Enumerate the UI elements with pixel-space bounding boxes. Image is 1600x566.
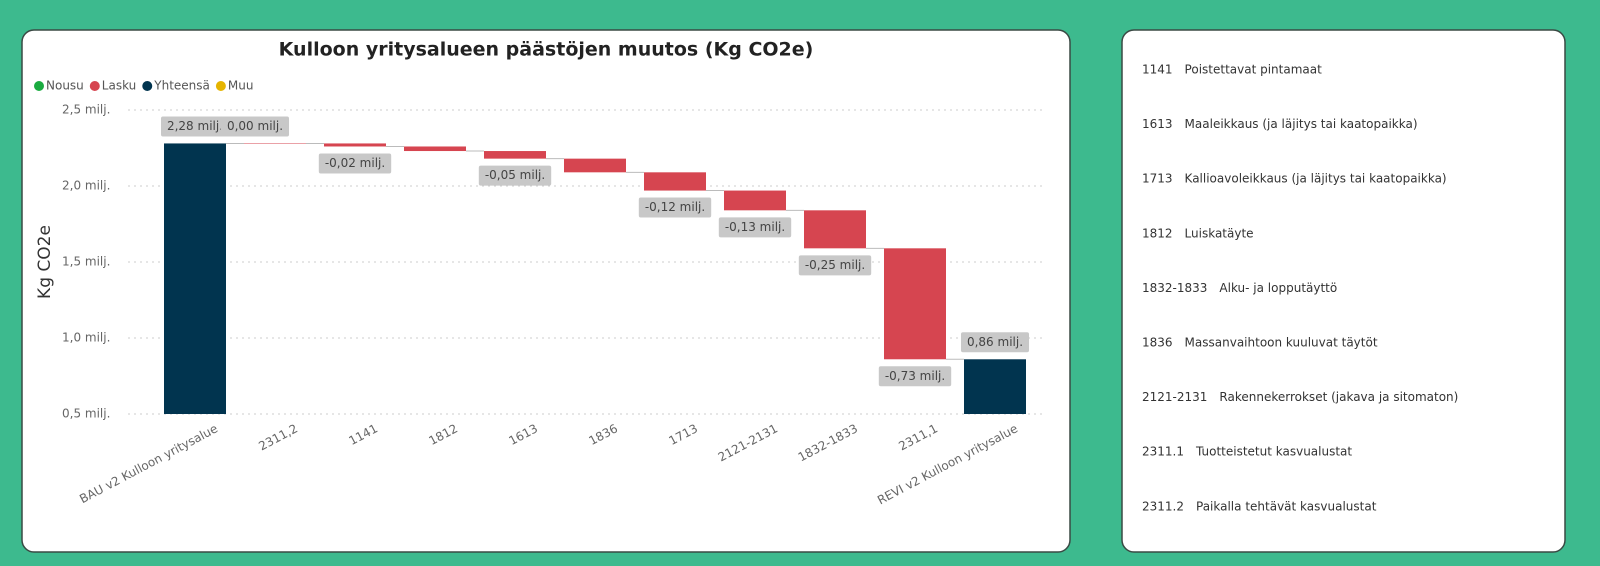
- bar: [404, 146, 466, 151]
- data-label: 2,28 milj.: [161, 116, 229, 136]
- legend-swatch: [142, 81, 152, 91]
- code-name: Paikalla tehtävät kasvualustat: [1196, 499, 1377, 513]
- data-label-text: -0,13 milj.: [725, 220, 785, 234]
- code-name: Poistettavat pintamaat: [1185, 63, 1323, 77]
- legend-swatch: [34, 81, 44, 91]
- data-label-text: 0,86 milj.: [967, 335, 1023, 349]
- code: 1613: [1142, 117, 1173, 131]
- data-label: -0,73 milj.: [879, 366, 951, 386]
- code: 1812: [1142, 226, 1173, 240]
- bar: [484, 151, 546, 159]
- y-tick-label: 1,5 milj.: [62, 255, 110, 269]
- page: Kulloon yritysalueen päästöjen muutos (K…: [0, 0, 1600, 566]
- code: 1836: [1142, 336, 1173, 350]
- code-name: Rakennekerrokset (jakava ja sitomaton): [1219, 390, 1458, 404]
- bar: [644, 172, 706, 190]
- bar: [724, 191, 786, 211]
- code: 1141: [1142, 63, 1173, 77]
- code: 2311.2: [1142, 499, 1184, 513]
- data-label-text: -0,25 milj.: [805, 258, 865, 272]
- chart-title: Kulloon yritysalueen päästöjen muutos (K…: [279, 39, 814, 61]
- data-label: 0,00 milj.: [221, 116, 289, 136]
- data-label: -0,05 milj.: [479, 166, 551, 186]
- code-name: Tuotteistetut kasvualustat: [1195, 445, 1352, 459]
- bar: [244, 143, 306, 144]
- code: 2311.1: [1142, 445, 1184, 459]
- y-tick-label: 0,5 milj.: [62, 407, 110, 421]
- y-tick-label: 1,0 milj.: [62, 331, 110, 345]
- data-label-text: -0,02 milj.: [325, 156, 385, 170]
- legend-swatch: [216, 81, 226, 91]
- legend-label: Muu: [228, 79, 254, 93]
- bar: [324, 143, 386, 146]
- legend-label: Nousu: [46, 79, 84, 93]
- y-tick-label: 2,0 milj.: [62, 179, 110, 193]
- bar: [804, 210, 866, 248]
- data-label-text: -0,73 milj.: [885, 369, 945, 383]
- code-name: Luiskatäyte: [1185, 226, 1254, 240]
- data-label-text: -0,05 milj.: [485, 168, 545, 182]
- data-label: -0,12 milj.: [639, 198, 711, 218]
- data-label-text: -0,12 milj.: [645, 200, 705, 214]
- code: 2121-2131: [1142, 390, 1207, 404]
- data-label-text: 0,00 milj.: [227, 119, 283, 133]
- code-name: Kallioavoleikkaus (ja läjitys tai kaatop…: [1185, 172, 1447, 186]
- code-name: Massanvaihtoon kuuluvat täytöt: [1185, 336, 1378, 350]
- code-name: Alku- ja lopputäyttö: [1219, 281, 1337, 295]
- code: 1832-1833: [1142, 281, 1207, 295]
- bar: [564, 159, 626, 173]
- data-label: -0,02 milj.: [319, 153, 391, 173]
- bar: [884, 248, 946, 359]
- code: 1713: [1142, 172, 1173, 186]
- data-label: -0,13 milj.: [719, 217, 791, 237]
- data-label: -0,25 milj.: [799, 255, 871, 275]
- legend-swatch: [90, 81, 100, 91]
- legend-label: Lasku: [102, 79, 136, 93]
- data-label: 0,86 milj.: [961, 332, 1029, 352]
- code-name: Maaleikkaus (ja läjitys tai kaatopaikka): [1185, 117, 1418, 131]
- data-label-text: 2,28 milj.: [167, 119, 223, 133]
- y-tick-label: 2,5 milj.: [62, 103, 110, 117]
- bar: [164, 143, 226, 414]
- y-axis-label: Kg CO2e: [35, 225, 55, 299]
- bar: [964, 359, 1026, 414]
- legend-label: Yhteensä: [153, 79, 210, 93]
